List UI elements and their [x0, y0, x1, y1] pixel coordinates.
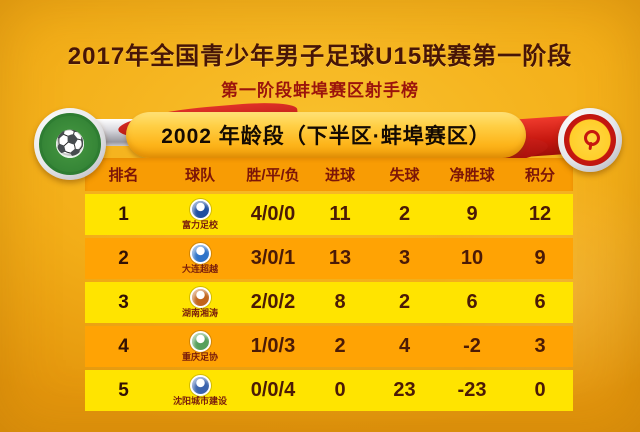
team-logo-icon	[189, 287, 211, 308]
points-cell: 9	[534, 247, 546, 269]
goals-against-cell: 23	[393, 379, 416, 401]
table-row: 2 大连超越 3/0/1 13 3 10 9	[85, 238, 573, 279]
team-name: 富力足校	[181, 220, 218, 230]
team-cell: 湖南湘涛	[162, 287, 238, 318]
col-header-goal-diff: 净胜球	[449, 167, 495, 184]
football-association-badge: ⚽	[34, 108, 106, 180]
wdl-cell: 3/0/1	[250, 247, 296, 269]
team-logo-icon	[189, 199, 211, 220]
goal-diff-cell: 9	[466, 203, 478, 225]
goal-diff-cell: -2	[463, 335, 481, 357]
team-logo-icon	[189, 243, 211, 264]
page-title: 2017年全国青少年男子足球U15联赛第一阶段	[67, 43, 573, 70]
goals-for-cell: 13	[328, 247, 352, 269]
wdl-cell: 1/0/3	[250, 335, 296, 357]
trophy-icon	[564, 114, 616, 166]
banner: 2002 年龄段（下半区·蚌埠赛区） ⚽	[0, 99, 640, 190]
goals-for-cell: 0	[334, 379, 346, 401]
goals-for-cell: 11	[329, 203, 351, 225]
team-name: 重庆足协	[181, 352, 218, 362]
rank-cell: 3	[118, 291, 129, 313]
standings-table: 排名 球队 胜/平/负 进球 失球 净胜球 积分 1 富力足校 4/0/0 11…	[85, 158, 573, 411]
goals-against-cell: 4	[398, 335, 411, 357]
team-name: 大连超越	[181, 264, 218, 274]
trophy-glyph	[583, 130, 600, 150]
page-subtitle: 第一阶段蚌埠赛区射手榜	[221, 81, 419, 100]
col-header-rank: 排名	[108, 167, 139, 184]
goal-diff-cell: -23	[457, 379, 487, 401]
team-cell: 大连超越	[162, 243, 238, 274]
team-cell: 沈阳城市建设	[162, 375, 238, 406]
rank-cell: 4	[118, 335, 129, 357]
table-row: 3 湖南湘涛 2/0/2 8 2 6 6	[85, 282, 573, 323]
col-header-goals-against: 失球	[389, 167, 420, 184]
soccer-ball-icon: ⚽	[39, 113, 101, 175]
rank-cell: 2	[118, 247, 129, 269]
wdl-cell: 0/0/4	[250, 379, 296, 401]
table-body: 1 富力足校 4/0/0 11 2 9 12 2 大连超越 3/0/1 13 3…	[85, 194, 573, 411]
col-header-points: 积分	[524, 167, 555, 184]
col-header-team: 球队	[184, 167, 215, 184]
team-logo-icon	[189, 375, 211, 396]
goals-against-cell: 3	[398, 247, 411, 269]
points-cell: 0	[534, 379, 546, 401]
team-cell: 重庆足协	[162, 331, 238, 362]
goals-against-cell: 2	[398, 203, 411, 225]
goals-against-cell: 2	[398, 291, 411, 313]
tournament-badge	[558, 108, 622, 172]
col-header-wdl: 胜/平/负	[246, 167, 300, 184]
team-logo-icon	[189, 331, 211, 352]
wdl-cell: 4/0/0	[250, 203, 296, 225]
wdl-cell: 2/0/2	[250, 291, 296, 313]
goal-diff-cell: 10	[460, 247, 484, 269]
team-name: 沈阳城市建设	[172, 396, 227, 406]
goals-for-cell: 8	[334, 291, 346, 313]
team-cell: 富力足校	[162, 199, 238, 230]
table-row: 5 沈阳城市建设 0/0/4 0 23 -23 0	[85, 370, 573, 411]
age-group-banner: 2002 年龄段（下半区·蚌埠赛区）	[126, 112, 526, 158]
rank-cell: 1	[118, 203, 129, 225]
table-row: 1 富力足校 4/0/0 11 2 9 12	[85, 194, 573, 235]
table-row: 4 重庆足协 1/0/3 2 4 -2 3	[85, 326, 573, 367]
col-header-goals-for: 进球	[324, 167, 355, 184]
rank-cell: 5	[118, 379, 129, 401]
points-cell: 12	[528, 203, 552, 225]
goals-for-cell: 2	[334, 335, 346, 357]
points-cell: 6	[534, 291, 546, 313]
goal-diff-cell: 6	[466, 291, 478, 313]
points-cell: 3	[534, 335, 546, 357]
team-name: 湖南湘涛	[181, 308, 218, 318]
age-group-label: 2002 年龄段（下半区·蚌埠赛区）	[161, 125, 491, 148]
table-header-row: 排名 球队 胜/平/负 进球 失球 净胜球 积分	[85, 158, 573, 191]
